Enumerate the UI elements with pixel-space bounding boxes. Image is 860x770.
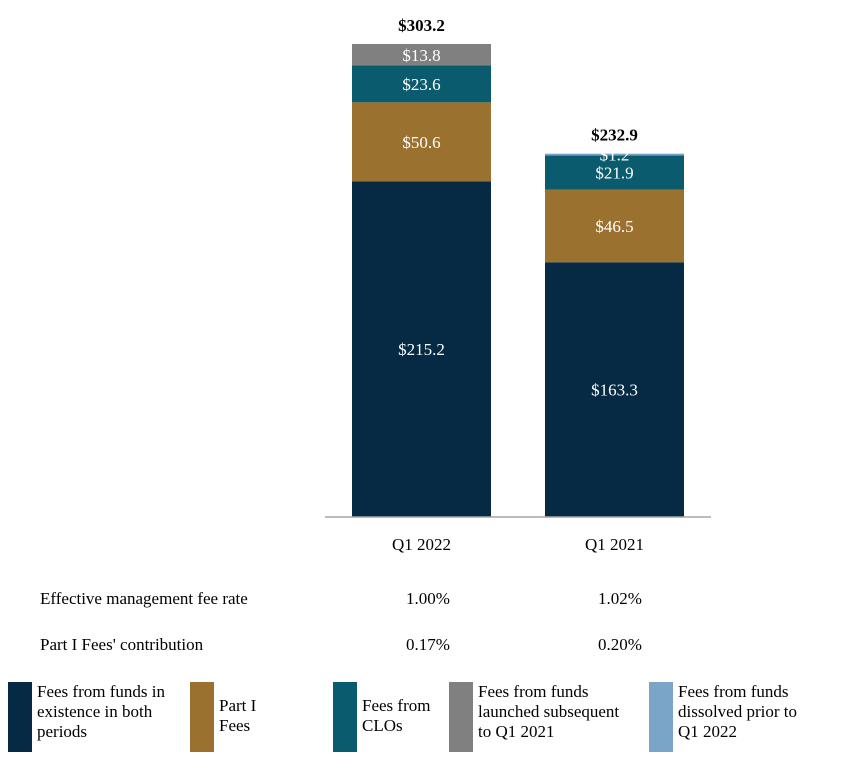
segment-label-1-0: $50.6 — [402, 133, 440, 152]
bar-segment-2-1 — [545, 155, 684, 190]
bar-segment-1-0 — [352, 102, 491, 182]
bar-segment-0-1 — [545, 262, 684, 517]
bar-segment-0-0 — [352, 181, 491, 517]
bar-segment-2-0 — [352, 65, 491, 103]
segment-label-2-0: $23.6 — [402, 75, 440, 94]
stacked-bar-chart: $215.2 $50.6 $23.6 $13.8 $303.2 Q1 2022 $163.3… — [325, 16, 711, 554]
part-i-contribution-q1-2021: 0.20% — [598, 635, 642, 654]
legend-label: Part I Fees — [219, 696, 257, 735]
bar-segment-4-1 — [545, 153, 684, 156]
total-label-1: $232.9 — [591, 126, 638, 145]
row-label-part-i-contribution: Part I Fees' contribution — [40, 635, 204, 654]
legend-swatch — [333, 682, 357, 752]
legend-label: Fees from CLOs — [362, 696, 431, 735]
legend-swatch — [8, 682, 32, 752]
bar-segment-3-0 — [352, 44, 491, 66]
legend-item-existing-funds: Fees from funds in existence in both perio… — [8, 682, 165, 752]
segment-label-3-0: $13.8 — [402, 46, 440, 65]
legend-swatch — [649, 682, 673, 752]
segment-label-1-1: $46.5 — [595, 217, 633, 236]
part-i-contribution-q1-2022: 0.17% — [406, 635, 450, 654]
fee-rate-q1-2022: 1.00% — [406, 589, 450, 608]
row-label-fee-rate: Effective management fee rate — [40, 589, 248, 608]
legend: Fees from funds in existence in both perio… — [0, 682, 860, 762]
legend-swatch — [190, 682, 214, 752]
legend-item-dissolved-funds: Fees from funds dissolved prior to Q1 2022 — [649, 682, 797, 752]
legend-label: Fees from funds launched subsequent to Q1 … — [478, 682, 620, 741]
legend-swatch — [449, 682, 473, 752]
x-tick-label-0: Q1 2022 — [392, 535, 451, 554]
segment-label-0-0: $215.2 — [398, 340, 445, 359]
legend-label: Fees from funds in existence in both perio… — [37, 682, 165, 741]
segment-label-4-1: $1.2 — [600, 146, 630, 165]
bar-segment-1-1 — [545, 189, 684, 263]
legend-item-launched-funds: Fees from funds launched subsequent to Q1 … — [449, 682, 619, 752]
x-tick-label-1: Q1 2021 — [585, 535, 644, 554]
segment-label-2-1: $21.9 — [595, 164, 633, 183]
total-label-0: $303.2 — [398, 16, 445, 35]
fee-rate-q1-2021: 1.02% — [598, 589, 642, 608]
legend-item-clos: Fees from CLOs — [333, 682, 430, 752]
legend-item-part-i-fees: Part I Fees — [190, 682, 256, 752]
legend-label: Fees from funds dissolved prior to Q1 2022 — [678, 682, 797, 741]
segment-label-0-1: $163.3 — [591, 381, 638, 400]
